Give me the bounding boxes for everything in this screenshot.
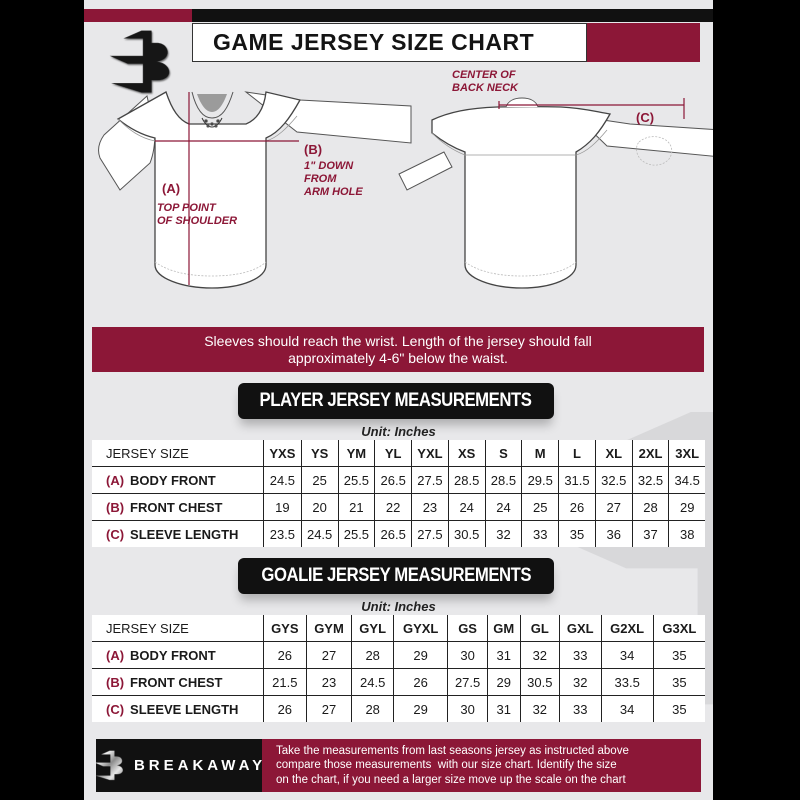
- svg-text:(C): (C): [636, 110, 654, 125]
- svg-text:OF SHOULDER: OF SHOULDER: [157, 215, 237, 227]
- svg-text:(B): (B): [304, 142, 322, 157]
- svg-text:ARM HOLE: ARM HOLE: [303, 186, 363, 198]
- svg-text:1" DOWN: 1" DOWN: [304, 160, 354, 172]
- svg-text:TOP POINT: TOP POINT: [157, 202, 217, 214]
- svg-text:FROM: FROM: [304, 173, 337, 185]
- svg-text:BACK NECK: BACK NECK: [452, 82, 519, 94]
- svg-text:(A): (A): [162, 181, 180, 196]
- svg-text:CENTER OF: CENTER OF: [452, 69, 516, 81]
